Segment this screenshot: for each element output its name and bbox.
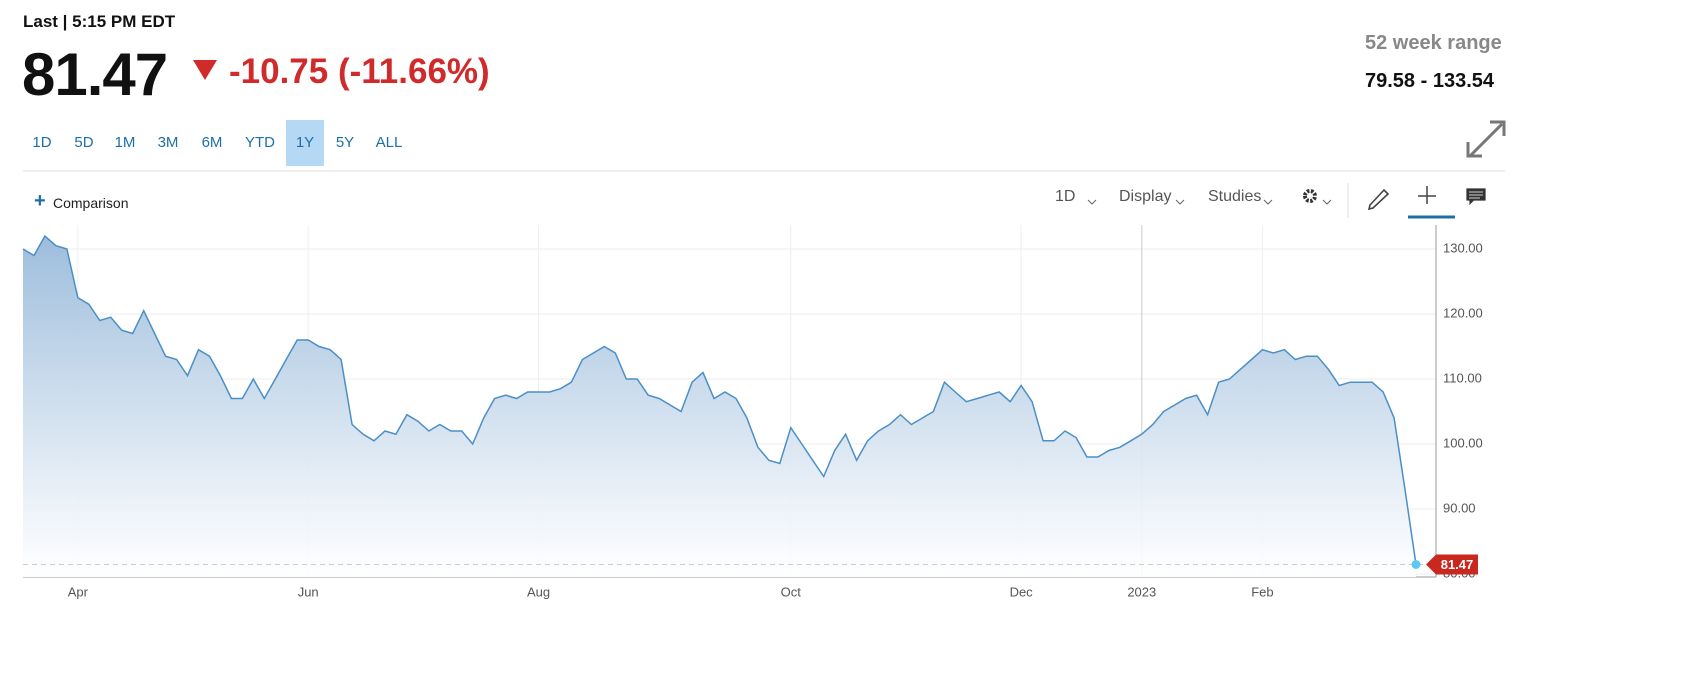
y-tick-label: 90.00 xyxy=(1443,500,1476,515)
x-tick-label: Feb xyxy=(1251,584,1273,599)
range-button[interactable]: 1D xyxy=(32,134,52,151)
interval-menu[interactable]: 1D xyxy=(1055,188,1076,205)
y-tick-label: 110.00 xyxy=(1443,370,1482,385)
y-tick-label: 130.00 xyxy=(1443,240,1483,255)
range-button[interactable]: 5Y xyxy=(335,134,355,151)
down-arrow xyxy=(193,60,217,80)
x-tick-label: Oct xyxy=(781,584,802,599)
comparison-button[interactable]: Comparison xyxy=(53,195,129,211)
range-button[interactable]: 1Y xyxy=(286,120,324,166)
y-tick-label: 120.00 xyxy=(1443,305,1483,320)
range-button[interactable]: YTD xyxy=(245,134,275,151)
range-button[interactable]: 6M xyxy=(201,134,223,151)
x-tick-label: Aug xyxy=(527,584,550,599)
settings-icon[interactable] xyxy=(1303,189,1318,203)
price-badge-label: 81.47 xyxy=(1441,557,1474,572)
price-badge xyxy=(1426,554,1478,575)
y-tick-label: 100.00 xyxy=(1443,435,1483,450)
price-change: -10.75 (-11.66%) xyxy=(229,52,490,91)
x-tick-label: Apr xyxy=(68,584,89,599)
x-tick-label: 2023 xyxy=(1127,584,1156,599)
range-title: 52 week range xyxy=(1365,32,1502,54)
range-button[interactable]: 1M xyxy=(114,134,136,151)
area xyxy=(23,236,1416,577)
comment-icon[interactable] xyxy=(1465,187,1487,207)
last-label: Last | 5:15 PM EDT xyxy=(23,12,176,31)
range-button[interactable]: 5D xyxy=(74,134,94,151)
chevron xyxy=(1263,199,1273,205)
studies-menu[interactable]: Studies xyxy=(1208,188,1262,205)
price-line xyxy=(22,234,1417,565)
range-value: 79.58 - 133.54 xyxy=(1365,70,1494,92)
crosshair-icon[interactable] xyxy=(1418,186,1436,204)
chevron xyxy=(1322,199,1332,205)
display-menu[interactable]: Display xyxy=(1119,188,1172,205)
range-button[interactable]: 3M xyxy=(157,134,179,151)
chevron xyxy=(1087,199,1097,205)
x-tick-label: Dec xyxy=(1010,584,1034,599)
last-price: 81.47 xyxy=(22,41,168,108)
last-point xyxy=(1411,559,1421,569)
plus-icon[interactable]: + xyxy=(34,190,46,212)
x-tick-label: Jun xyxy=(298,584,319,599)
draw-icon[interactable] xyxy=(1367,188,1390,211)
chevron xyxy=(1175,199,1185,205)
expand-icon[interactable] xyxy=(1466,120,1506,158)
range-button[interactable]: ALL xyxy=(375,134,403,151)
